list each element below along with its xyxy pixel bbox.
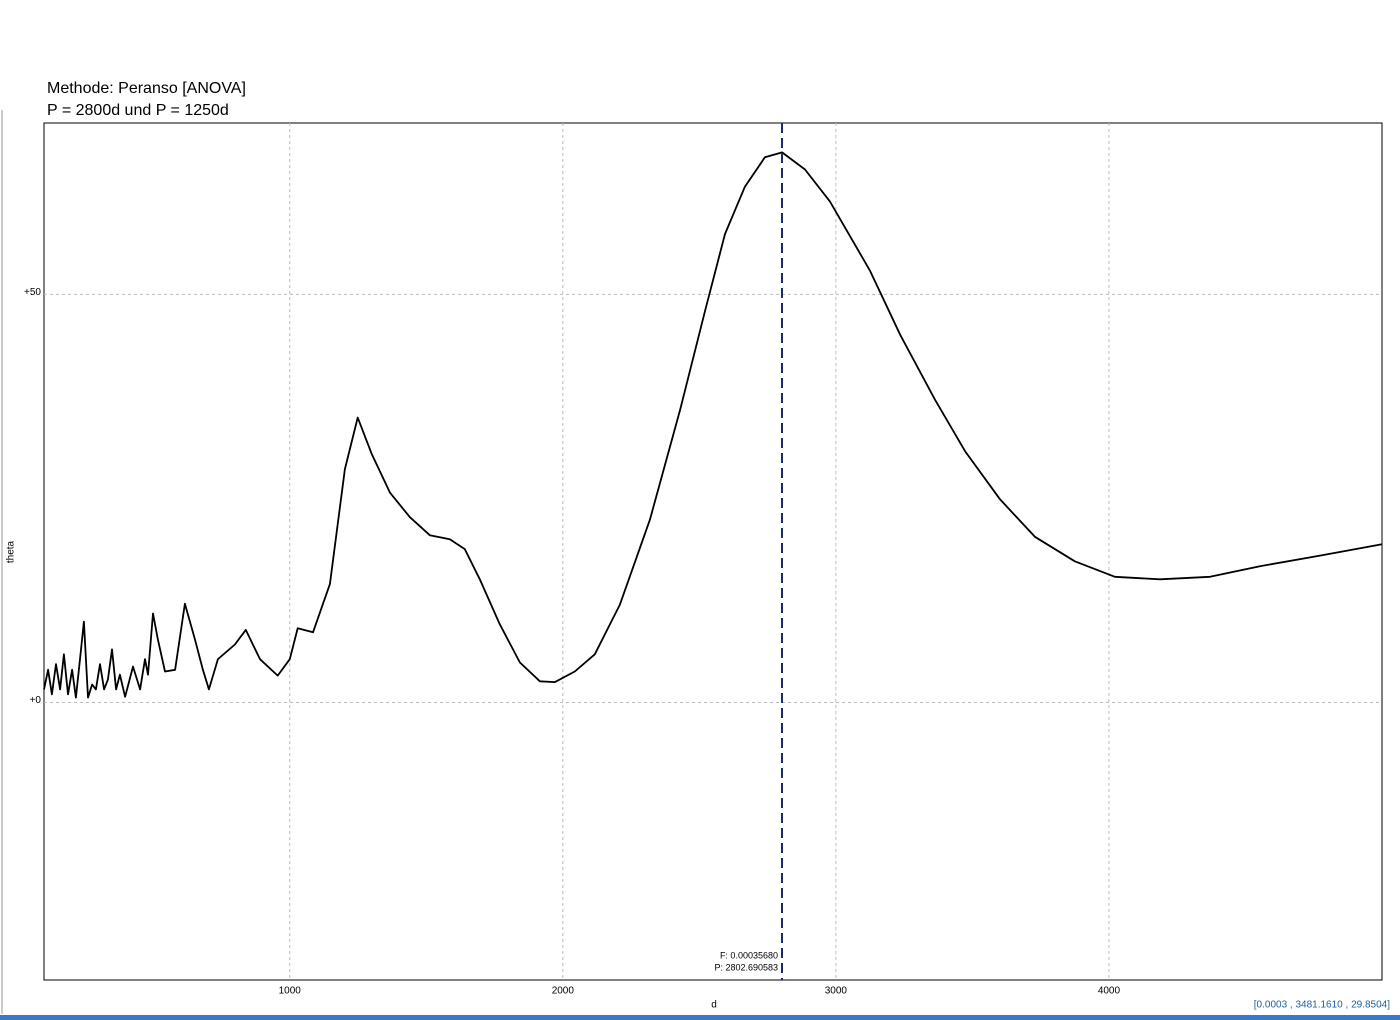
x-tick-label: 1000 [279,986,302,997]
status-bar [0,1015,1400,1020]
theta-line [43,151,1383,699]
chart-title: Methode: Peranso [ANOVA] [47,80,246,97]
x-tick-label: 2000 [552,986,575,997]
x-axis-label: d [711,1000,717,1011]
x-tick-label: 3000 [825,986,848,997]
plot-area [43,122,1383,981]
y-axis-label: theta [6,540,17,563]
y-tick-label: +50 [24,287,41,298]
y-tick-label: +0 [30,695,42,706]
cursor-info: [0.0003 , 3481.1610 , 29.8504] [1254,1000,1390,1011]
marker-annotation: P: 2802.690583 [714,962,778,972]
chart-subtitle: P = 2800d und P = 1250d [47,102,229,119]
marker-annotation: F: 0.00035680 [720,950,778,960]
x-tick-label: 4000 [1098,986,1121,997]
